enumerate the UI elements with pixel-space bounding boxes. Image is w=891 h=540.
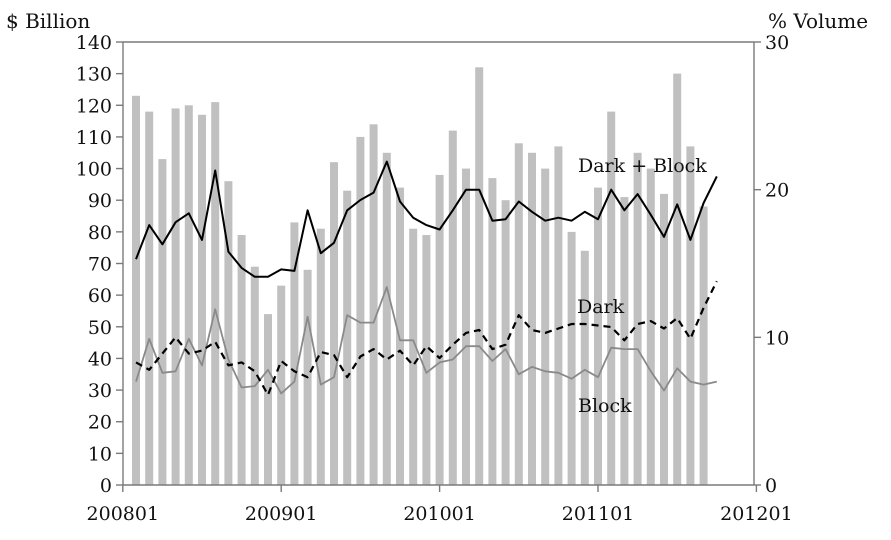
bar-200802 (132, 95, 140, 486)
bar-200909 (382, 152, 391, 486)
left-tick-label: 70 (88, 254, 112, 276)
annotation-dark-block: Dark + Block (578, 155, 707, 177)
bar-series (132, 67, 708, 486)
bar-200805 (171, 108, 180, 486)
left-tick-label: 80 (88, 222, 112, 244)
bar-201003 (462, 168, 470, 485)
bar-201009 (541, 168, 550, 485)
bar-200907 (356, 136, 365, 485)
left-tick-label: 130 (76, 64, 112, 86)
right-tick-label: 20 (765, 180, 789, 202)
bar-200906 (343, 190, 352, 485)
bar-200910 (396, 187, 404, 485)
left-tick-label: 120 (76, 95, 112, 117)
bar-201104 (633, 152, 642, 486)
bar-201001 (435, 174, 444, 485)
bar-201010 (554, 146, 563, 485)
bar-201101 (594, 187, 602, 485)
bar-201005 (488, 178, 497, 485)
bar-201004 (475, 67, 484, 486)
bar-200908 (369, 124, 378, 486)
line-dark-block (135, 160, 718, 278)
left-tick-label: 90 (88, 190, 112, 212)
x-tick-label: 201001 (403, 503, 476, 525)
right-tick-label: 10 (765, 327, 789, 349)
bar-201105 (646, 168, 655, 485)
bar-201002 (448, 130, 457, 485)
bar-200912 (422, 235, 431, 485)
bar-200810 (237, 235, 246, 485)
bar-200811 (250, 266, 259, 485)
left-axis-title: $ Billion (6, 9, 90, 33)
bar-200905 (330, 162, 338, 485)
left-tick-label: 60 (88, 285, 112, 307)
left-tick-label: 110 (76, 127, 112, 149)
right-tick-label: 0 (765, 475, 777, 497)
bar-200902 (290, 222, 299, 485)
bar-201106 (660, 193, 668, 485)
bar-201108 (686, 146, 695, 485)
bar-201107 (673, 73, 682, 485)
bar-201102 (607, 111, 616, 485)
line-dark (135, 280, 718, 396)
bar-200807 (198, 114, 206, 486)
bar-201109 (699, 206, 708, 485)
left-tick-label: 10 (88, 443, 112, 465)
x-tick-label: 200901 (245, 503, 318, 525)
x-tick-label: 201101 (562, 503, 635, 525)
right-tick-label: 30 (765, 32, 789, 54)
right-axis-title: % Volume (768, 9, 868, 33)
bar-200812 (264, 314, 272, 485)
left-tick-label: 30 (88, 380, 112, 402)
bar-201011 (567, 231, 576, 485)
bar-201012 (580, 250, 589, 485)
line-series-group (135, 160, 718, 396)
bar-201008 (528, 152, 536, 486)
bar-201006 (501, 200, 510, 485)
line-block (135, 286, 717, 395)
left-tick-label: 0 (100, 475, 112, 497)
annotation-block: Block (578, 395, 632, 417)
x-tick-label: 200801 (87, 503, 160, 525)
bar-200803 (145, 111, 154, 485)
left-tick-label: 100 (76, 159, 112, 181)
tick-group: 0 10 20 30 40 50 60 70 80 90 100 110 120 130 140 0 10 20 3… (76, 32, 793, 525)
left-tick-label: 20 (88, 412, 112, 434)
x-tick-label: 201201 (720, 503, 793, 525)
left-tick-label: 50 (88, 317, 112, 339)
bar-200806 (184, 105, 193, 486)
bar-200809 (224, 181, 233, 485)
bar-200911 (409, 228, 418, 485)
bar-200808 (211, 102, 220, 485)
bar-200901 (277, 285, 286, 485)
left-tick-label: 140 (76, 32, 112, 54)
bar-200804 (158, 159, 167, 485)
annotation-dark: Dark (577, 296, 625, 318)
left-tick-label: 40 (88, 348, 112, 370)
bar-200904 (316, 228, 325, 485)
